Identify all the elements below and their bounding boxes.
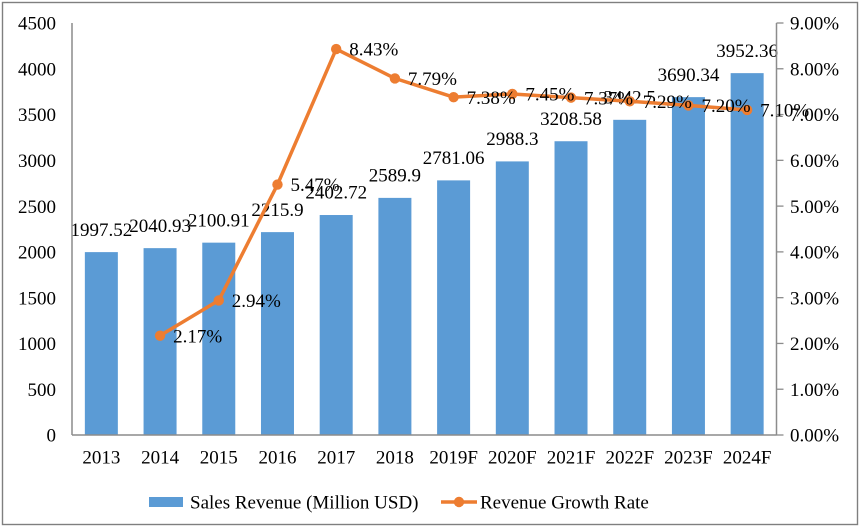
left-axis-tick-2500: 2500 bbox=[18, 197, 56, 218]
growth-point-2019F bbox=[448, 91, 459, 103]
bar-2019F bbox=[437, 180, 471, 435]
growth-point-2016 bbox=[272, 179, 283, 190]
x-axis-label-2023F: 2023F bbox=[664, 448, 713, 469]
right-axis-tick-6.00%: 6.00% bbox=[790, 151, 839, 172]
growth-label-2023F: 7.20% bbox=[701, 96, 750, 117]
growth-point-2023F bbox=[683, 100, 694, 111]
bar-2021F bbox=[554, 141, 588, 435]
growth-label-2016: 5.47% bbox=[290, 175, 339, 196]
legend-label-growth-rate: Revenue Growth Rate bbox=[480, 493, 649, 514]
bar-label-2016: 2215.9 bbox=[251, 200, 303, 221]
right-axis-tick-7.00%: 7.00% bbox=[790, 105, 839, 126]
bar-2017 bbox=[319, 215, 353, 435]
legend-bar-swatch bbox=[149, 497, 183, 507]
growth-label-2017: 8.43% bbox=[349, 40, 398, 61]
growth-point-2015 bbox=[213, 295, 224, 306]
bar-2014 bbox=[143, 248, 177, 435]
left-axis-tick-2000: 2000 bbox=[18, 243, 56, 264]
bar-2023F bbox=[671, 97, 705, 435]
x-axis-label-2015: 2015 bbox=[200, 448, 238, 469]
left-axis-tick-4000: 4000 bbox=[18, 59, 56, 80]
left-axis-tick-1000: 1000 bbox=[18, 334, 56, 355]
bar-label-2019F: 2781.06 bbox=[423, 148, 485, 169]
x-axis-label-2017: 2017 bbox=[317, 448, 355, 469]
growth-label-2022F: 7.29% bbox=[643, 92, 692, 113]
left-axis-tick-4500: 4500 bbox=[18, 14, 56, 35]
x-axis-label-2019F: 2019F bbox=[429, 448, 478, 469]
bar-2022F bbox=[613, 119, 647, 435]
legend-label-sales-revenue: Sales Revenue (Million USD) bbox=[190, 493, 419, 514]
bar-label-2020F: 2988.3 bbox=[486, 129, 538, 150]
bar-label-2017: 2402.72 bbox=[305, 183, 367, 204]
left-axis-tick-1500: 1500 bbox=[18, 288, 56, 309]
x-axis-label-2016: 2016 bbox=[258, 448, 296, 469]
x-axis-label-2018: 2018 bbox=[376, 448, 414, 469]
bar-label-2024F: 3952.36 bbox=[716, 41, 778, 62]
growth-point-2021F bbox=[565, 92, 577, 103]
bar-2020F bbox=[495, 161, 529, 435]
x-axis-label-2022F: 2022F bbox=[605, 448, 654, 469]
x-axis-label-2013: 2013 bbox=[82, 448, 120, 469]
x-axis-label-2024F: 2024F bbox=[723, 448, 772, 469]
growth-point-2020F bbox=[507, 88, 518, 100]
bar-label-2023F: 3690.34 bbox=[658, 65, 720, 86]
bar-2016 bbox=[260, 232, 294, 435]
right-axis-tick-3.00%: 3.00% bbox=[790, 288, 839, 309]
growth-point-2014 bbox=[154, 330, 166, 341]
growth-point-2024F bbox=[741, 104, 753, 116]
right-axis-tick-9.00%: 9.00% bbox=[790, 14, 839, 35]
right-axis-tick-1.00%: 1.00% bbox=[790, 380, 839, 401]
legend-line-dot bbox=[453, 496, 465, 508]
left-axis-tick-0: 0 bbox=[47, 426, 57, 447]
right-axis-tick-5.00%: 5.00% bbox=[790, 197, 839, 218]
bar-label-2013: 1997.52 bbox=[70, 220, 132, 241]
growth-point-2017 bbox=[330, 43, 342, 55]
growth-label-2021F: 7.37% bbox=[584, 88, 633, 109]
bar-label-2014: 2040.93 bbox=[129, 216, 191, 237]
right-axis-tick-4.00%: 4.00% bbox=[790, 243, 839, 264]
x-axis-label-2021F: 2021F bbox=[547, 448, 596, 469]
growth-label-2024F: 7.10% bbox=[760, 101, 809, 122]
bar-label-2021F: 3208.58 bbox=[540, 109, 602, 130]
left-axis-tick-3000: 3000 bbox=[18, 151, 56, 172]
growth-label-2020F: 7.45% bbox=[525, 85, 574, 106]
right-axis-tick-2.00%: 2.00% bbox=[790, 334, 839, 355]
growth-label-2014: 2.17% bbox=[173, 326, 222, 347]
bar-2013 bbox=[84, 252, 118, 435]
right-axis-tick-8.00%: 8.00% bbox=[790, 59, 839, 80]
growth-label-2018: 7.79% bbox=[408, 69, 457, 90]
right-axis-tick-0.00%: 0.00% bbox=[790, 426, 839, 447]
growth-label-2015: 2.94% bbox=[232, 291, 281, 312]
bar-label-2018: 2589.9 bbox=[369, 166, 421, 187]
left-axis-tick-3500: 3500 bbox=[18, 105, 56, 126]
left-axis-tick-500: 500 bbox=[28, 380, 57, 401]
growth-label-2019F: 7.38% bbox=[467, 88, 516, 109]
x-axis-label-2014: 2014 bbox=[141, 448, 180, 469]
growth-point-2018 bbox=[389, 73, 401, 84]
bar-2018 bbox=[378, 197, 412, 435]
x-axis-label-2020F: 2020F bbox=[488, 448, 537, 469]
bar-2015 bbox=[202, 242, 236, 435]
growth-point-2022F bbox=[624, 96, 635, 107]
bar-2024F bbox=[730, 73, 764, 436]
bar-label-2015: 2100.91 bbox=[188, 210, 250, 231]
